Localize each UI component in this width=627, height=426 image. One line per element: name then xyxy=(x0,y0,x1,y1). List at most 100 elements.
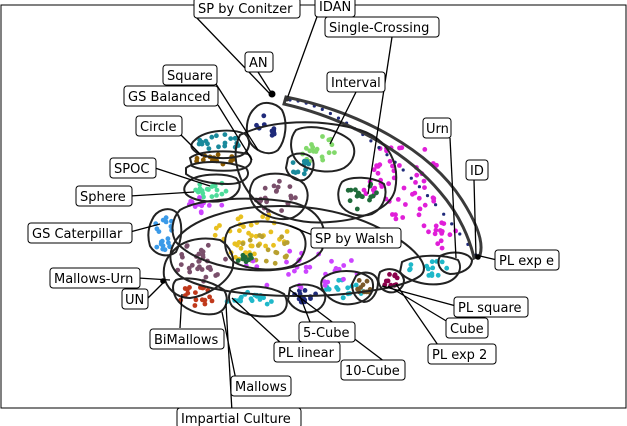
bimallows-region-outline xyxy=(172,277,228,316)
election-point xyxy=(325,279,331,285)
election-point xyxy=(205,242,211,248)
election-point xyxy=(202,301,208,307)
urn-region-outline xyxy=(234,121,398,224)
election-point xyxy=(160,246,166,252)
election-point xyxy=(235,258,241,263)
election-point xyxy=(203,274,209,280)
election-point xyxy=(432,231,438,237)
election-point xyxy=(322,283,328,288)
outer-region-outline xyxy=(169,204,425,298)
label-pl-square: PL square xyxy=(453,296,529,318)
election-point xyxy=(198,247,204,253)
election-point xyxy=(154,244,160,250)
election-point xyxy=(329,258,334,264)
svg-text:AN: AN xyxy=(249,56,268,71)
election-point xyxy=(213,225,219,231)
election-point xyxy=(374,163,379,169)
election-point xyxy=(166,240,171,246)
election-point xyxy=(287,184,293,190)
election-point xyxy=(209,184,215,190)
five-cube-region-outline xyxy=(286,283,327,314)
label-pl-linear: PL linear xyxy=(273,341,341,363)
election-point xyxy=(237,228,242,234)
election-point xyxy=(341,276,346,282)
election-point xyxy=(410,191,415,197)
election-point xyxy=(293,170,298,176)
election-point xyxy=(430,265,436,271)
svg-text:SPOC: SPOC xyxy=(114,162,149,177)
election-point xyxy=(307,264,313,270)
leader-lines xyxy=(129,13,498,413)
election-point xyxy=(353,187,358,193)
election-point xyxy=(290,160,296,166)
election-point xyxy=(375,170,381,176)
label-interval: Interval xyxy=(326,71,386,93)
election-point xyxy=(247,237,253,243)
label-un: UN xyxy=(121,288,149,310)
arc-point xyxy=(450,222,454,226)
election-point xyxy=(424,263,430,269)
election-point xyxy=(178,262,184,267)
arc-point xyxy=(417,185,421,189)
label-id: ID xyxy=(465,159,489,181)
interval-region-outline xyxy=(290,126,356,173)
election-point xyxy=(206,146,212,152)
election-point xyxy=(447,232,453,238)
arc-point xyxy=(369,139,373,143)
election-point xyxy=(219,191,225,197)
svg-text:Sphere: Sphere xyxy=(80,190,126,205)
svg-text:Single-Crossing: Single-Crossing xyxy=(329,21,429,36)
election-point xyxy=(349,258,354,263)
election-point xyxy=(262,185,268,191)
svg-text:PL linear: PL linear xyxy=(278,346,335,361)
election-point xyxy=(185,287,190,292)
election-point xyxy=(214,133,219,139)
label-gs-caterpillar: GS Caterpillar xyxy=(27,222,133,244)
election-point xyxy=(259,234,265,240)
pl-linear-region-outline xyxy=(228,285,288,318)
election-point xyxy=(248,243,254,249)
election-point xyxy=(361,187,367,193)
election-point xyxy=(255,243,261,248)
label-single-crossing: Single-Crossing xyxy=(324,16,440,38)
svg-text:SP by Walsh: SP by Walsh xyxy=(315,232,394,247)
election-point xyxy=(206,203,212,208)
election-point xyxy=(275,184,281,190)
election-point xyxy=(238,245,244,251)
election-point xyxy=(264,301,270,307)
election-point xyxy=(184,244,190,249)
election-point xyxy=(209,134,215,140)
label-sp-conitzer: SP by Conitzer xyxy=(193,0,301,19)
arc-point xyxy=(385,153,389,157)
election-point xyxy=(229,158,234,164)
election-point xyxy=(167,244,173,249)
label-mallows-urn: Mallows-Urn xyxy=(49,267,141,289)
election-point xyxy=(435,241,441,247)
election-point xyxy=(185,290,191,296)
election-point xyxy=(203,138,209,144)
election-point xyxy=(439,220,445,226)
election-point xyxy=(287,248,293,254)
election-point xyxy=(433,223,439,229)
circle-region-outline xyxy=(190,129,251,160)
election-point xyxy=(252,251,257,257)
election-point xyxy=(233,254,238,260)
election-point xyxy=(265,247,271,253)
election-point xyxy=(198,209,204,215)
election-point xyxy=(209,298,215,304)
election-point xyxy=(188,198,194,204)
sp-walsh-region-outline xyxy=(171,197,326,272)
arc-point xyxy=(458,232,462,236)
election-point xyxy=(241,224,246,230)
election-point xyxy=(200,157,206,163)
election-point xyxy=(193,297,199,303)
svg-text:Cube: Cube xyxy=(450,322,484,337)
election-point xyxy=(360,194,365,200)
election-point xyxy=(228,136,234,142)
election-point xyxy=(232,135,238,141)
election-point xyxy=(444,265,450,271)
svg-text:PL exp e: PL exp e xyxy=(499,254,554,269)
label-impartial-culture: Impartial Culture xyxy=(176,407,302,426)
election-point xyxy=(277,178,282,184)
label-square: Square xyxy=(162,64,218,86)
